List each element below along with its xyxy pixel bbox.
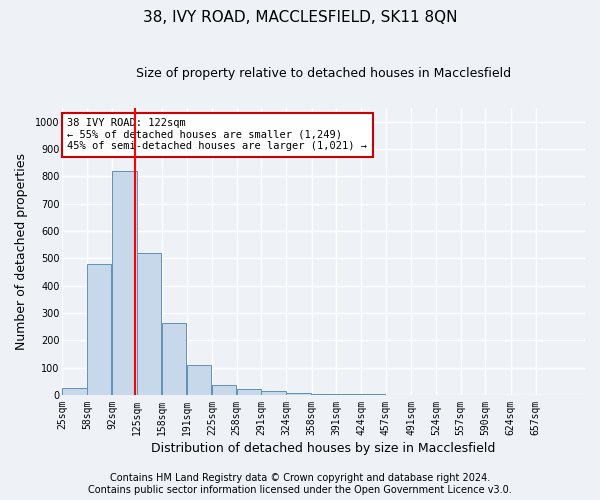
Bar [361,394,385,395]
Bar [212,384,236,395]
Bar [87,264,111,395]
Bar [112,171,137,395]
Bar [337,394,361,395]
Bar [187,365,211,395]
Bar [162,322,186,395]
Bar [237,390,261,395]
Bar [137,253,161,395]
Text: 38 IVY ROAD: 122sqm
← 55% of detached houses are smaller (1,249)
45% of semi-det: 38 IVY ROAD: 122sqm ← 55% of detached ho… [67,118,367,152]
Bar [286,393,311,395]
Bar [311,394,336,395]
Bar [262,391,286,395]
Bar [62,388,86,395]
Title: Size of property relative to detached houses in Macclesfield: Size of property relative to detached ho… [136,68,511,80]
X-axis label: Distribution of detached houses by size in Macclesfield: Distribution of detached houses by size … [151,442,496,455]
Text: 38, IVY ROAD, MACCLESFIELD, SK11 8QN: 38, IVY ROAD, MACCLESFIELD, SK11 8QN [143,10,457,25]
Text: Contains HM Land Registry data © Crown copyright and database right 2024.
Contai: Contains HM Land Registry data © Crown c… [88,474,512,495]
Y-axis label: Number of detached properties: Number of detached properties [15,153,28,350]
